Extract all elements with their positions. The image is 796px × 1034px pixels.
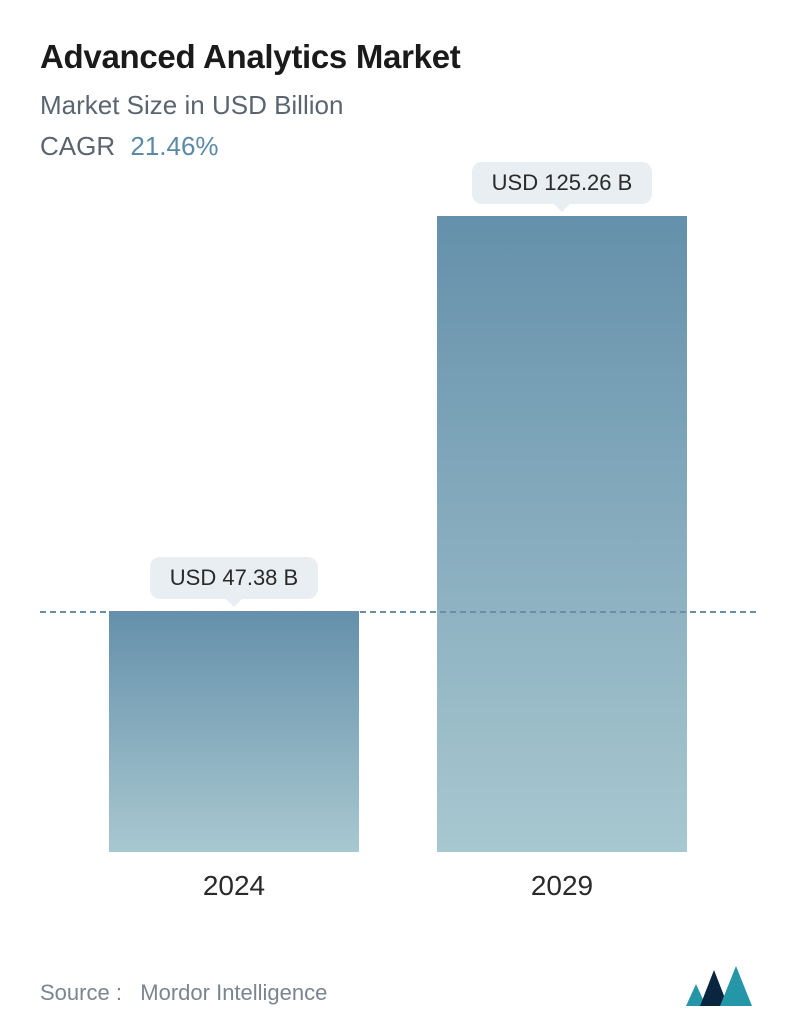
footer: Source : Mordor Intelligence xyxy=(40,966,756,1006)
bar-group: USD 125.26 B xyxy=(422,162,702,852)
x-axis: 2024 2029 xyxy=(40,870,756,902)
x-axis-label: 2024 xyxy=(94,870,374,902)
bar-group: USD 47.38 B xyxy=(94,557,374,852)
reference-line xyxy=(40,611,756,613)
bar xyxy=(109,611,359,852)
source-label: Source : xyxy=(40,980,122,1005)
value-badge: USD 47.38 B xyxy=(150,557,318,599)
value-badge: USD 125.26 B xyxy=(472,162,653,204)
logo xyxy=(686,966,756,1006)
cagr-row: CAGR 21.46% xyxy=(40,131,756,162)
x-axis-label: 2029 xyxy=(422,870,702,902)
source-text: Source : Mordor Intelligence xyxy=(40,980,327,1006)
cagr-label: CAGR xyxy=(40,131,115,161)
bars-container: USD 47.38 BUSD 125.26 B xyxy=(40,192,756,852)
chart-area: USD 47.38 BUSD 125.26 B 2024 2029 xyxy=(40,192,756,902)
bar xyxy=(437,216,687,852)
chart-subtitle: Market Size in USD Billion xyxy=(40,90,756,121)
cagr-value: 21.46% xyxy=(130,131,218,161)
chart-title: Advanced Analytics Market xyxy=(40,38,756,76)
source-name: Mordor Intelligence xyxy=(140,980,327,1005)
logo-icon xyxy=(686,966,756,1006)
